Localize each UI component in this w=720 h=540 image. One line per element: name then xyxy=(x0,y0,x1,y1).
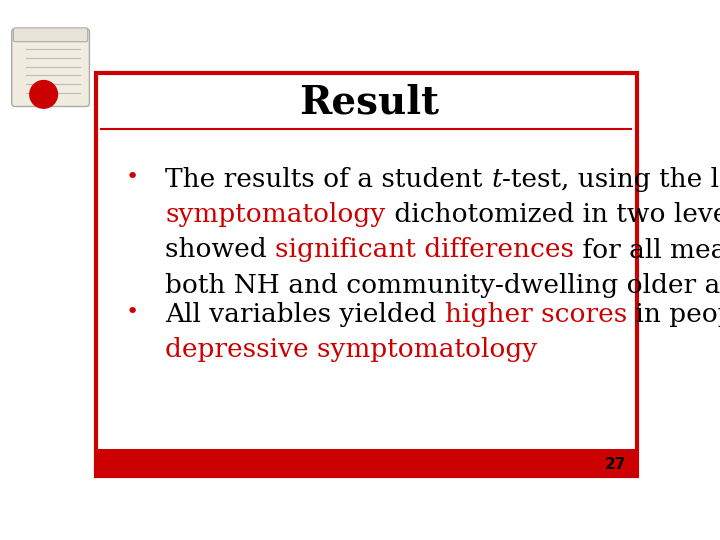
Text: higher scores: higher scores xyxy=(445,302,627,327)
Text: symptomatology: symptomatology xyxy=(166,202,386,227)
Text: •: • xyxy=(125,302,138,322)
Text: The results of a student: The results of a student xyxy=(166,167,491,192)
Text: in people with: in people with xyxy=(627,302,720,327)
Circle shape xyxy=(30,80,58,108)
Text: t: t xyxy=(491,167,502,192)
Text: dichotomized in two levels,: dichotomized in two levels, xyxy=(386,202,720,227)
Text: All variables yielded: All variables yielded xyxy=(166,302,445,327)
Text: significant differences: significant differences xyxy=(275,238,575,262)
Text: depressive symptomatology: depressive symptomatology xyxy=(166,337,538,362)
Text: both NH and community-dwelling older adults.: both NH and community-dwelling older adu… xyxy=(166,273,720,298)
FancyBboxPatch shape xyxy=(96,449,637,476)
Text: for all measures, in: for all measures, in xyxy=(575,238,720,262)
FancyBboxPatch shape xyxy=(12,29,89,106)
Text: •: • xyxy=(125,167,138,187)
Text: Result: Result xyxy=(299,83,439,121)
Text: showed: showed xyxy=(166,238,275,262)
FancyBboxPatch shape xyxy=(14,28,88,42)
Text: -test, using the level of: -test, using the level of xyxy=(502,167,720,192)
Text: 27: 27 xyxy=(604,457,626,472)
